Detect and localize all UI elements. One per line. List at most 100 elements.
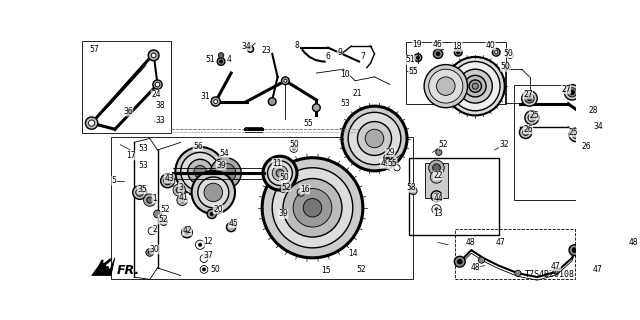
Circle shape bbox=[204, 183, 223, 202]
Circle shape bbox=[198, 243, 202, 246]
Text: 56: 56 bbox=[193, 142, 203, 151]
Circle shape bbox=[458, 260, 462, 264]
Circle shape bbox=[522, 91, 537, 106]
Circle shape bbox=[436, 77, 455, 95]
Text: 3: 3 bbox=[179, 182, 183, 191]
Bar bbox=[111, 137, 413, 279]
Circle shape bbox=[454, 48, 462, 56]
Text: 18: 18 bbox=[452, 42, 462, 52]
Text: 26: 26 bbox=[581, 142, 591, 151]
Text: 36: 36 bbox=[123, 107, 133, 116]
Circle shape bbox=[436, 52, 440, 56]
Text: 39: 39 bbox=[216, 161, 226, 170]
Circle shape bbox=[569, 128, 583, 141]
Circle shape bbox=[153, 80, 162, 89]
Text: 50: 50 bbox=[504, 49, 513, 58]
Circle shape bbox=[292, 147, 296, 150]
Circle shape bbox=[263, 156, 297, 190]
Bar bbox=[410, 158, 499, 235]
Circle shape bbox=[365, 129, 384, 148]
Circle shape bbox=[433, 164, 440, 172]
Circle shape bbox=[572, 248, 577, 252]
Text: 57: 57 bbox=[89, 45, 99, 54]
Text: 27: 27 bbox=[523, 90, 532, 99]
Circle shape bbox=[312, 104, 320, 112]
Circle shape bbox=[248, 46, 253, 52]
Text: 32: 32 bbox=[499, 140, 509, 149]
Text: 52: 52 bbox=[161, 205, 170, 214]
Circle shape bbox=[465, 75, 486, 97]
Circle shape bbox=[164, 177, 172, 185]
Circle shape bbox=[272, 165, 288, 181]
Circle shape bbox=[148, 251, 151, 254]
Circle shape bbox=[429, 160, 444, 175]
Circle shape bbox=[417, 56, 419, 59]
Circle shape bbox=[531, 116, 533, 119]
Circle shape bbox=[151, 53, 156, 58]
Text: 33: 33 bbox=[155, 116, 164, 125]
Circle shape bbox=[146, 249, 154, 256]
Text: 51: 51 bbox=[405, 55, 415, 64]
Text: 7: 7 bbox=[360, 52, 365, 60]
Text: 10: 10 bbox=[340, 70, 350, 79]
Text: 1: 1 bbox=[152, 194, 157, 203]
Text: 38: 38 bbox=[155, 101, 164, 110]
Text: 4: 4 bbox=[227, 55, 231, 64]
Circle shape bbox=[136, 188, 143, 196]
Circle shape bbox=[429, 69, 463, 103]
Circle shape bbox=[568, 88, 577, 97]
Text: 55: 55 bbox=[408, 67, 418, 76]
Text: 58: 58 bbox=[406, 183, 416, 192]
Text: 53: 53 bbox=[340, 99, 350, 108]
Circle shape bbox=[554, 268, 560, 274]
Circle shape bbox=[268, 161, 292, 186]
Bar bbox=[514, 84, 603, 200]
Circle shape bbox=[132, 186, 147, 199]
Circle shape bbox=[176, 187, 182, 193]
Circle shape bbox=[194, 165, 206, 178]
Circle shape bbox=[148, 50, 159, 61]
Circle shape bbox=[216, 163, 236, 183]
Circle shape bbox=[282, 77, 289, 84]
Circle shape bbox=[515, 270, 521, 276]
Circle shape bbox=[154, 210, 161, 218]
Text: 25: 25 bbox=[569, 128, 579, 137]
Circle shape bbox=[293, 188, 332, 227]
Text: 43: 43 bbox=[164, 174, 174, 183]
Text: 54: 54 bbox=[220, 149, 229, 158]
Circle shape bbox=[85, 117, 98, 129]
Text: 23: 23 bbox=[261, 46, 271, 55]
Circle shape bbox=[214, 100, 218, 103]
Circle shape bbox=[198, 177, 229, 208]
Text: 40: 40 bbox=[486, 41, 495, 50]
Text: 52: 52 bbox=[282, 182, 291, 191]
Text: 37: 37 bbox=[203, 251, 212, 260]
Circle shape bbox=[570, 90, 575, 95]
Text: 25: 25 bbox=[529, 111, 539, 120]
Circle shape bbox=[211, 97, 220, 106]
Text: 26: 26 bbox=[523, 125, 532, 134]
Text: 27: 27 bbox=[561, 85, 571, 94]
Circle shape bbox=[569, 245, 580, 256]
Text: 50: 50 bbox=[500, 62, 510, 71]
Polygon shape bbox=[92, 258, 115, 276]
Circle shape bbox=[410, 187, 417, 195]
Text: 11: 11 bbox=[272, 159, 282, 168]
Circle shape bbox=[577, 144, 590, 156]
Text: 15: 15 bbox=[322, 267, 332, 276]
Circle shape bbox=[525, 111, 539, 124]
Circle shape bbox=[268, 98, 276, 105]
Circle shape bbox=[506, 65, 509, 68]
Text: 31: 31 bbox=[201, 92, 211, 101]
Text: 50: 50 bbox=[290, 140, 300, 149]
Circle shape bbox=[284, 79, 287, 82]
Circle shape bbox=[283, 179, 342, 237]
Circle shape bbox=[272, 168, 353, 248]
Bar bbox=[406, 42, 506, 104]
Circle shape bbox=[88, 120, 95, 126]
Circle shape bbox=[161, 174, 175, 188]
Circle shape bbox=[182, 227, 193, 238]
Circle shape bbox=[472, 83, 478, 89]
Text: 12: 12 bbox=[203, 237, 212, 246]
Text: 55: 55 bbox=[387, 159, 397, 168]
